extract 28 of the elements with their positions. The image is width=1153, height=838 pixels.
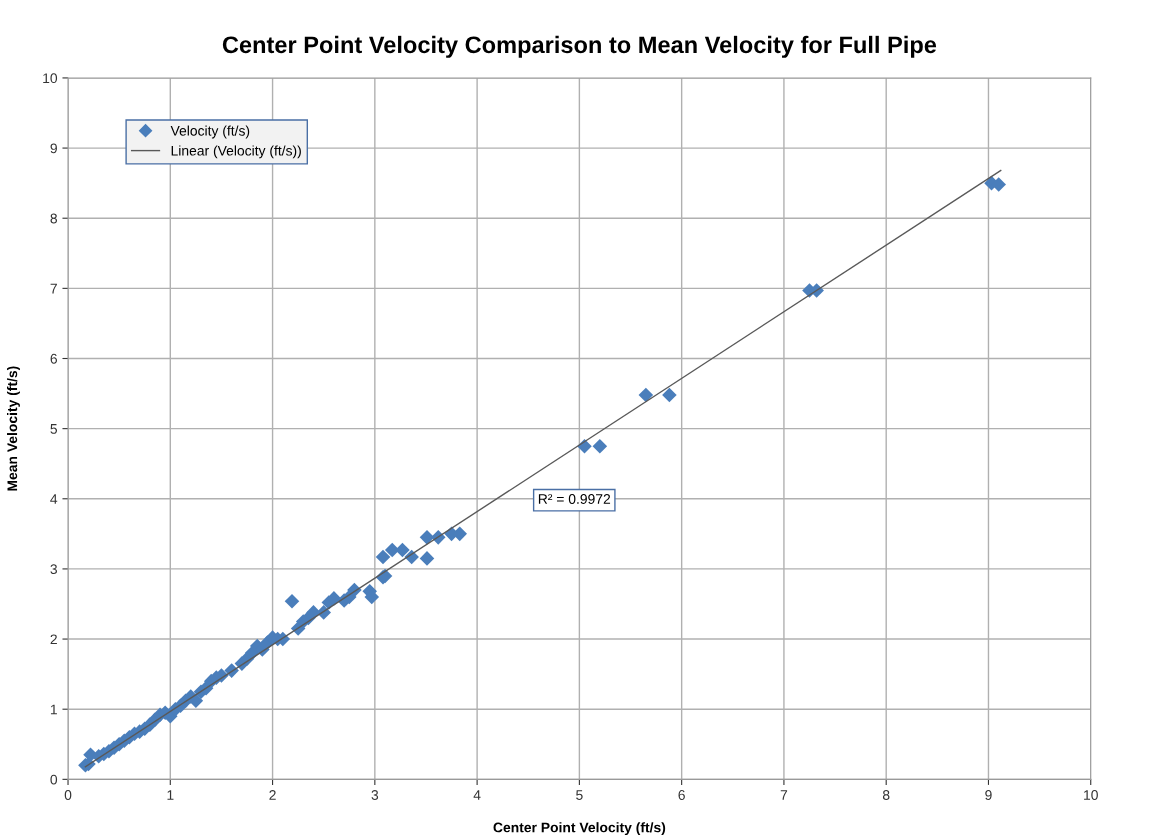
x-axis-title: Center Point Velocity (ft/s)	[493, 822, 666, 836]
x-tick-label: 4	[473, 790, 481, 800]
x-tick-label: 6	[678, 790, 685, 800]
y-tick-label: 8	[50, 213, 58, 224]
x-tick-label: 9	[985, 790, 992, 800]
x-tick-label: 5	[576, 790, 583, 800]
x-tick-label: 1	[167, 790, 174, 800]
y-tick-label: 4	[50, 494, 58, 504]
legend-label: Velocity (ft/s)	[170, 125, 250, 139]
x-tick-label: 8	[882, 790, 890, 800]
chart-title: Center Point Velocity Comparison to Mean Velocity for Full Pipe	[222, 35, 937, 58]
y-tick-label: 7	[50, 283, 57, 294]
y-axis-title: Mean Velocity (ft/s)	[6, 366, 20, 491]
y-tick-label: 9	[50, 143, 57, 154]
y-tick-label: 0	[50, 774, 58, 785]
y-tick-label: 6	[50, 353, 57, 364]
x-tick-label: 0	[64, 790, 72, 800]
x-tick-label: 7	[780, 790, 788, 800]
y-tick-label: 3	[50, 564, 57, 575]
x-tick-label: 2	[269, 790, 276, 800]
legend-label: Linear (Velocity (ft/s))	[171, 145, 301, 159]
y-tick-label: 1	[50, 704, 57, 715]
y-tick-label: 2	[50, 634, 57, 645]
y-tick-label: 5	[50, 424, 58, 434]
x-tick-label: 3	[371, 790, 379, 800]
x-tick-label: 10	[1084, 790, 1098, 800]
y-tick-label: 10	[43, 73, 58, 84]
annotation: R² = 0.9972	[538, 494, 611, 504]
